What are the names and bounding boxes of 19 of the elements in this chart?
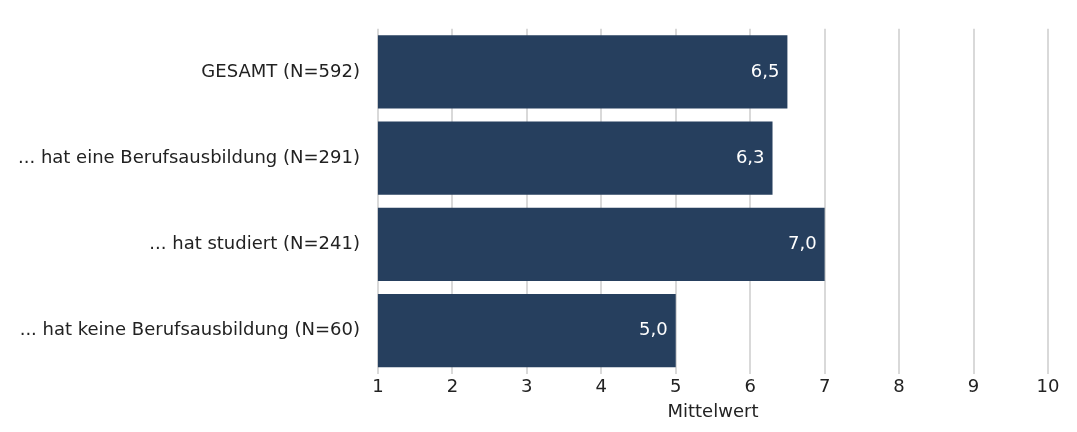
x-tick-label: 7 (818, 375, 831, 397)
x-tick-label: 8 (893, 375, 905, 397)
x-tick-label: 9 (967, 375, 980, 397)
x-axis-title: Mittelwert (667, 399, 759, 421)
data-label: 7,0 (788, 232, 817, 254)
x-tick-label: 3 (521, 375, 533, 397)
x-tick-label: 2 (446, 375, 459, 397)
x-tick-label: 1 (372, 375, 384, 397)
data-label: 5,0 (639, 318, 668, 340)
x-tick-label: 6 (744, 375, 756, 397)
data-label: 6,3 (735, 145, 765, 167)
y-tick-label: ... hat studiert (N=241) (149, 232, 360, 254)
y-tick-label: ... hat keine Berufsausbildung (N=60) (19, 318, 360, 340)
y-tick-label: GESAMT (N=592) (201, 59, 360, 81)
x-tick-label: 10 (1036, 375, 1060, 397)
data-label: 6,5 (750, 59, 780, 81)
y-tick-label: ... hat eine Berufsausbildung (N=291) (17, 145, 360, 167)
x-tick-label: 4 (595, 375, 607, 397)
x-tick-label: 5 (670, 375, 682, 397)
